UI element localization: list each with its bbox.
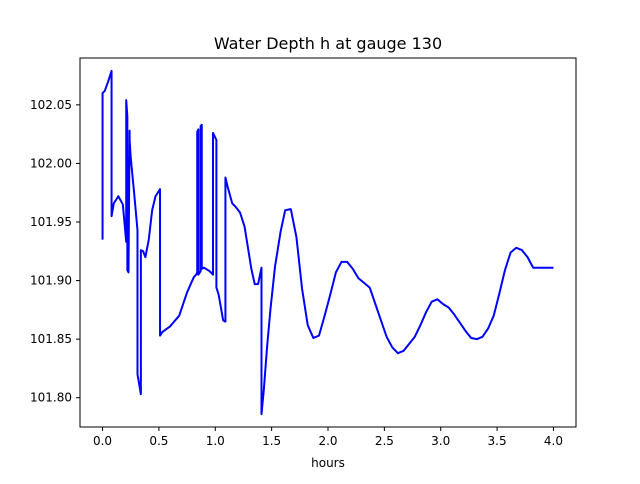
- y-tick-label: 101.80: [30, 391, 72, 405]
- y-tick-label: 101.95: [30, 215, 72, 229]
- x-tick-label: 2.0: [318, 434, 337, 448]
- y-tick-label: 101.85: [30, 332, 72, 346]
- x-tick-label: 4.0: [544, 434, 563, 448]
- x-tick-label: 2.5: [375, 434, 394, 448]
- y-axis-ticks: 101.80 101.85 101.90 101.95 102.00 102.05: [30, 98, 80, 405]
- x-tick-label: 3.0: [431, 434, 450, 448]
- x-axis-ticks: 0.0 0.5 1.0 1.5 2.0 2.5 3.0 3.5 4.0: [93, 427, 563, 448]
- y-tick-label: 102.00: [30, 156, 72, 170]
- x-tick-label: 1.5: [262, 434, 281, 448]
- y-tick-label: 101.90: [30, 274, 72, 288]
- series-line-water-depth: [101, 69, 554, 416]
- x-axis-label: hours: [311, 456, 345, 470]
- plot-area: [101, 69, 554, 416]
- chart-title: Water Depth h at gauge 130: [214, 34, 442, 53]
- x-tick-label: 3.5: [488, 434, 507, 448]
- x-tick-label: 1.0: [206, 434, 225, 448]
- x-tick-label: 0.5: [149, 434, 168, 448]
- y-tick-label: 102.05: [30, 98, 72, 112]
- x-tick-label: 0.0: [93, 434, 112, 448]
